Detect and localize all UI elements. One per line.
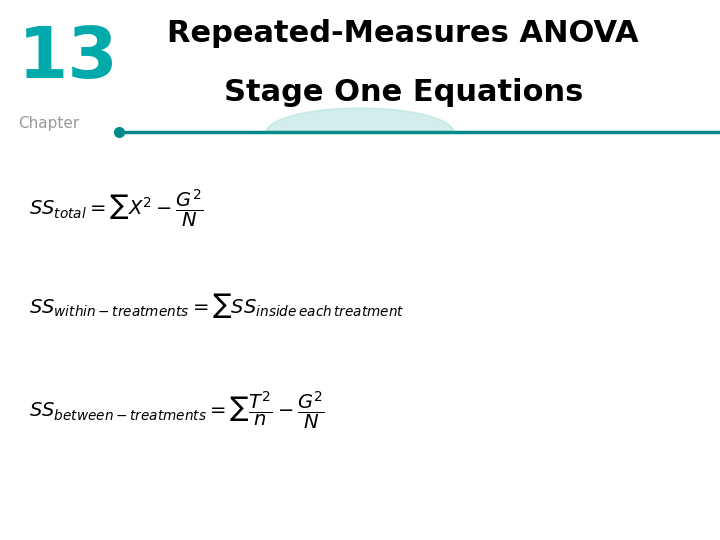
Text: 13: 13 bbox=[18, 24, 119, 93]
Text: Repeated-Measures ANOVA: Repeated-Measures ANOVA bbox=[167, 19, 639, 48]
Text: $\mathit{SS}_{within-treatments} = \sum \mathit{SS}_{inside\,each\,treatment}$: $\mathit{SS}_{within-treatments} = \sum … bbox=[29, 291, 405, 320]
Text: Stage One Equations: Stage One Equations bbox=[223, 78, 583, 107]
Text: $\mathit{SS}_{between-treatments} = \sum\dfrac{T^2}{n} - \dfrac{G^2}{N}$: $\mathit{SS}_{between-treatments} = \sum… bbox=[29, 389, 325, 431]
Polygon shape bbox=[266, 108, 454, 132]
Text: Chapter: Chapter bbox=[18, 116, 79, 131]
Text: $\mathit{SS}_{total} = \sum X^2 - \dfrac{G^2}{N}$: $\mathit{SS}_{total} = \sum X^2 - \dfrac… bbox=[29, 187, 203, 229]
